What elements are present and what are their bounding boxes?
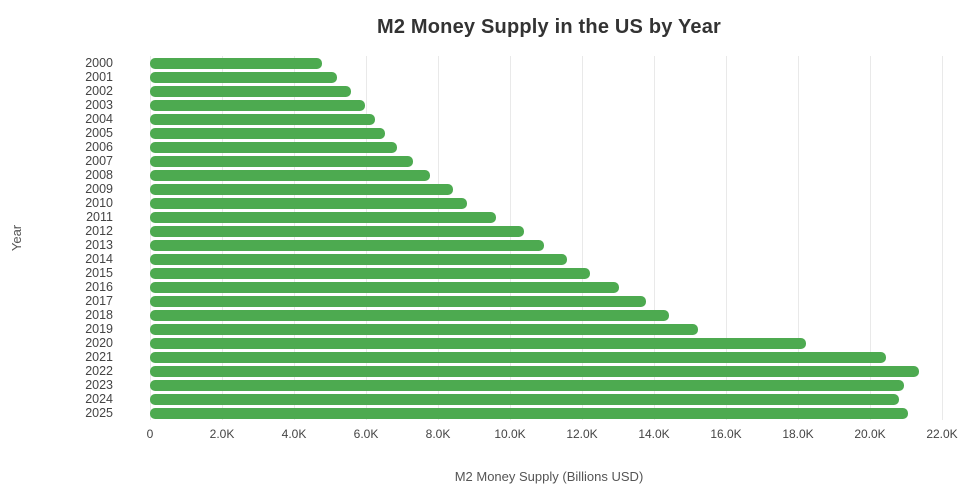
gridline — [582, 56, 583, 420]
y-tick-label-2009: 2009 — [85, 182, 113, 196]
gridline — [798, 56, 799, 420]
y-tick-label-2023: 2023 — [85, 378, 113, 392]
bar-2002[interactable] — [150, 85, 352, 97]
y-tick-label-2007: 2007 — [85, 154, 113, 168]
plot-area — [150, 56, 948, 420]
bar-2019[interactable] — [150, 323, 699, 335]
y-tick-label-2018: 2018 — [85, 308, 113, 322]
gridline — [438, 56, 439, 420]
y-tick-label-2002: 2002 — [85, 84, 113, 98]
bar-2020[interactable] — [150, 337, 807, 349]
x-tick-label-2.0K: 2.0K — [209, 427, 235, 441]
y-tick-label-2010: 2010 — [85, 196, 113, 210]
y-tick-label-2006: 2006 — [85, 140, 113, 154]
bar-2005[interactable] — [150, 127, 386, 139]
chart-title: M2 Money Supply in the US by Year — [376, 16, 722, 38]
bar-2001[interactable] — [150, 71, 338, 83]
gridline — [150, 56, 151, 420]
y-tick-label-2004: 2004 — [85, 112, 113, 126]
bar-2004[interactable] — [150, 113, 376, 125]
y-tick-label-2005: 2005 — [85, 126, 113, 140]
bar-2012[interactable] — [150, 225, 525, 237]
x-tick-label-12.0K: 12.0K — [566, 427, 598, 441]
bar-2010[interactable] — [150, 197, 468, 209]
y-tick-label-2016: 2016 — [85, 280, 113, 294]
gridline — [366, 56, 367, 420]
y-tick-label-2001: 2001 — [85, 70, 113, 84]
bar-2000[interactable] — [150, 57, 323, 69]
y-tick-label-2025: 2025 — [85, 406, 113, 420]
bar-2015[interactable] — [150, 267, 590, 279]
bar-2007[interactable] — [150, 155, 413, 167]
y-tick-label-2008: 2008 — [85, 168, 113, 182]
y-tick-label-2019: 2019 — [85, 322, 113, 336]
y-tick-label-2003: 2003 — [85, 98, 113, 112]
y-tick-label-2012: 2012 — [85, 224, 113, 238]
bar-2018[interactable] — [150, 309, 670, 321]
bar-2006[interactable] — [150, 141, 398, 153]
x-tick-label-14.0K: 14.0K — [638, 427, 670, 441]
x-tick-label-10.0K: 10.0K — [494, 427, 526, 441]
y-tick-label-2022: 2022 — [85, 364, 113, 378]
y-tick-label-2014: 2014 — [85, 252, 113, 266]
bar-2011[interactable] — [150, 211, 496, 223]
bar-2014[interactable] — [150, 253, 567, 265]
x-tick-label-22.0K: 22.0K — [926, 427, 958, 441]
bar-2013[interactable] — [150, 239, 544, 251]
y-tick-label-2020: 2020 — [85, 336, 113, 350]
bar-2024[interactable] — [150, 393, 899, 405]
gridline — [294, 56, 295, 420]
x-axis-title: M2 Money Supply (Billions USD) — [454, 469, 644, 484]
bar-2023[interactable] — [150, 379, 905, 391]
bar-2009[interactable] — [150, 183, 453, 195]
x-tick-label-8.0K: 8.0K — [425, 427, 451, 441]
x-tick-label-0: 0 — [146, 427, 154, 441]
bar-2017[interactable] — [150, 295, 647, 307]
x-tick-label-18.0K: 18.0K — [782, 427, 814, 441]
gridline — [942, 56, 943, 420]
bar-2025[interactable] — [150, 407, 908, 419]
y-tick-label-2015: 2015 — [85, 266, 113, 280]
bar-2003[interactable] — [150, 99, 366, 111]
y-tick-label-2013: 2013 — [85, 238, 113, 252]
bar-2008[interactable] — [150, 169, 431, 181]
x-tick-label-4.0K: 4.0K — [281, 427, 307, 441]
y-axis-title: Year — [9, 224, 24, 252]
y-tick-label-2000: 2000 — [85, 56, 113, 70]
gridline — [654, 56, 655, 420]
bar-2016[interactable] — [150, 281, 620, 293]
y-tick-label-2024: 2024 — [85, 392, 113, 406]
bar-2022[interactable] — [150, 365, 920, 377]
gridline — [510, 56, 511, 420]
y-tick-label-2017: 2017 — [85, 294, 113, 308]
y-tick-label-2011: 2011 — [86, 210, 113, 224]
x-tick-label-16.0K: 16.0K — [710, 427, 742, 441]
bar-2021[interactable] — [150, 351, 887, 363]
gridline — [726, 56, 727, 420]
gridline — [222, 56, 223, 420]
x-tick-label-20.0K: 20.0K — [854, 427, 886, 441]
gridline — [870, 56, 871, 420]
y-tick-label-2021: 2021 — [85, 350, 113, 364]
x-tick-label-6.0K: 6.0K — [353, 427, 379, 441]
